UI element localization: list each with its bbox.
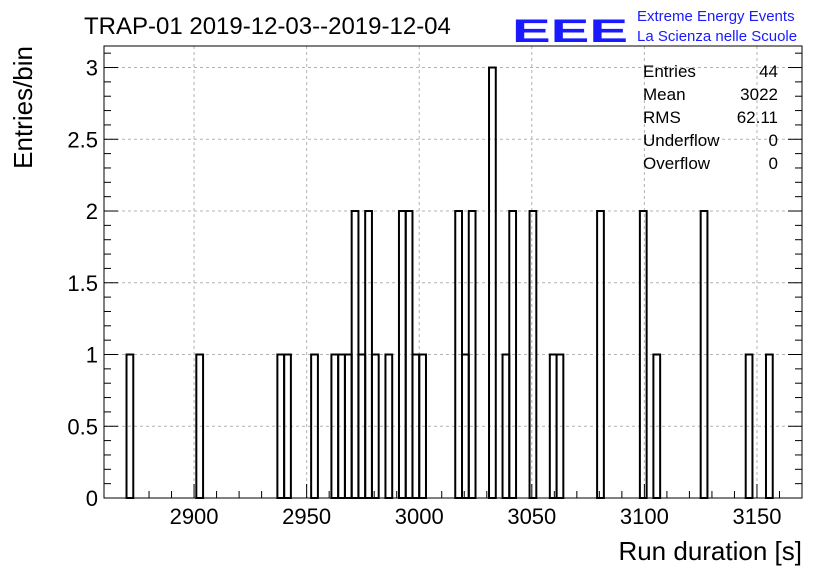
stats-box: Entries 44 Mean 3022 RMS 62.11 Underflow 0 Overf… [643, 62, 778, 173]
x-tick-label-3: 3050 [507, 504, 556, 529]
eee-logo: EEE Extreme Energy Events La Scienza nel… [512, 8, 797, 49]
stat-label-1: Mean [643, 85, 686, 104]
y-tick-label-6: 3 [86, 56, 98, 81]
stat-value-3: 0 [769, 131, 778, 150]
plot-frame [103, 45, 803, 499]
y-tick-label-3: 1.5 [67, 271, 98, 296]
y-axis-label: Entries/bin [8, 46, 38, 169]
stat-value-4: 0 [769, 154, 778, 173]
stat-value-0: 44 [759, 62, 778, 81]
logo-line-2: La Scienza nelle Scuole [637, 28, 797, 45]
logo-line-1: Extreme Energy Events [637, 8, 795, 25]
stat-label-3: Underflow [643, 131, 720, 150]
y-tick-label-2: 1 [86, 343, 98, 368]
stat-label-4: Overflow [643, 154, 711, 173]
x-tick-label-4: 3100 [620, 504, 669, 529]
y-tick-label-0: 0 [86, 486, 98, 511]
stat-label-2: RMS [643, 108, 681, 127]
x-tick-label-5: 3150 [732, 504, 781, 529]
y-tick-label-4: 2 [86, 199, 98, 224]
tick-labels: 2900 2950 3000 3050 3100 3150 0 0.5 1 1.5 2 2.5 3 [67, 56, 781, 529]
y-tick-label-5: 2.5 [67, 127, 98, 152]
x-axis-label: Run duration [s] [618, 536, 802, 566]
x-tick-label-2: 3000 [395, 504, 444, 529]
x-tick-label-1: 2950 [282, 504, 331, 529]
axis-ticks [103, 52, 803, 499]
x-tick-label-0: 2900 [170, 504, 219, 529]
stat-value-2: 62.11 [737, 108, 778, 127]
grid-lines [104, 46, 802, 498]
stat-value-1: 3022 [740, 85, 778, 104]
chart-title: TRAP-01 2019-12-03--2019-12-04 [84, 13, 451, 40]
stat-label-0: Entries [643, 62, 696, 81]
logo-mark: EEE [512, 13, 628, 49]
y-tick-label-1: 0.5 [67, 414, 98, 439]
